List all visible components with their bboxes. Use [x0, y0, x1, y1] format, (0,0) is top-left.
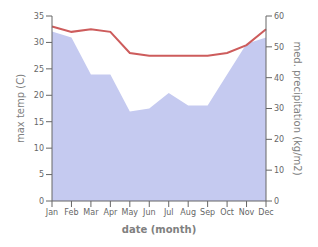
svg-text:5: 5 — [39, 170, 44, 179]
svg-text:30: 30 — [34, 38, 44, 47]
svg-text:15: 15 — [34, 118, 44, 127]
svg-text:Oct: Oct — [220, 208, 234, 217]
svg-text:10: 10 — [34, 144, 44, 153]
svg-text:30: 30 — [274, 104, 284, 113]
svg-text:20: 20 — [34, 91, 44, 100]
svg-text:35: 35 — [34, 12, 44, 21]
svg-text:Aug: Aug — [180, 208, 196, 217]
svg-text:60: 60 — [274, 12, 284, 21]
svg-text:10: 10 — [274, 166, 284, 175]
svg-text:0: 0 — [274, 197, 279, 206]
svg-text:Dec: Dec — [258, 208, 273, 217]
svg-text:date (month): date (month) — [122, 224, 196, 235]
svg-text:25: 25 — [34, 65, 44, 74]
svg-text:40: 40 — [274, 74, 284, 83]
svg-text:Jun: Jun — [142, 208, 156, 217]
svg-text:Nov: Nov — [239, 208, 255, 217]
svg-text:0: 0 — [39, 197, 44, 206]
svg-text:med. precipitation (kg/m2): med. precipitation (kg/m2) — [292, 41, 303, 175]
svg-text:20: 20 — [274, 135, 284, 144]
svg-text:50: 50 — [274, 43, 284, 52]
svg-text:Jul: Jul — [163, 208, 174, 217]
svg-text:Jan: Jan — [45, 208, 58, 217]
svg-text:Sep: Sep — [200, 208, 215, 217]
svg-text:max temp (C): max temp (C) — [15, 74, 26, 143]
svg-text:Apr: Apr — [103, 208, 118, 217]
svg-text:May: May — [122, 208, 139, 217]
svg-text:Feb: Feb — [64, 208, 78, 217]
svg-text:Mar: Mar — [83, 208, 99, 217]
